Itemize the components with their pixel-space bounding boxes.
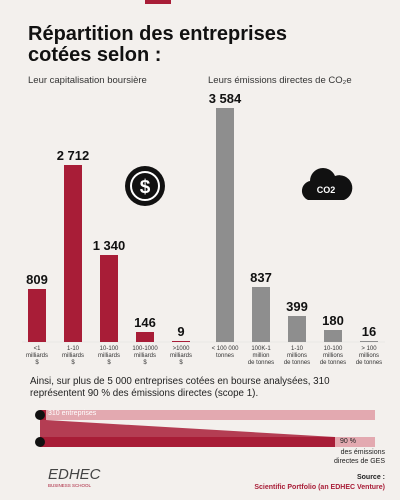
logo: EDHEC <box>48 466 101 483</box>
bar <box>28 289 46 342</box>
factory-icon <box>35 437 45 447</box>
bar <box>288 315 306 342</box>
bar <box>360 340 378 342</box>
category-label: > 100 millions de tonnes <box>355 346 383 366</box>
subtitle: Leur capitalisation boursière <box>28 75 147 86</box>
bar <box>136 332 154 342</box>
value-label: 1 340 <box>92 237 126 253</box>
co2-text: CO2 <box>317 185 336 195</box>
category-label: 100K-1 million de tonnes <box>247 346 275 366</box>
companies-label: 310 entreprises <box>48 410 97 417</box>
title: Répartition des entreprises cotées selon… <box>28 23 287 66</box>
value-label: 809 <box>26 272 48 288</box>
category-label: 1-10 milliards $ <box>61 346 84 366</box>
category-label: 10-100 millions de tonnes <box>319 346 347 366</box>
bar <box>216 108 234 342</box>
top-tab <box>145 0 171 4</box>
category-label: <1 milliards $ <box>25 346 48 366</box>
value-label: 2 712 <box>56 147 90 163</box>
emissions-share <box>40 437 335 447</box>
cloud-icon <box>301 168 353 200</box>
value-label: 3 584 <box>208 91 242 106</box>
bar <box>64 164 82 342</box>
dollar-sign: $ <box>140 177 151 198</box>
category-label: >1000 milliards $ <box>169 346 192 366</box>
source-label: Source : <box>356 474 385 481</box>
dollar-ring <box>130 171 160 201</box>
share-caption: des émissions directes de GES <box>334 449 385 465</box>
value-label: 837 <box>250 270 272 286</box>
source-text: Scientific Portfolio (an EDHEC Venture) <box>254 484 385 491</box>
funnel <box>40 420 335 437</box>
share-label: 90 % <box>340 438 356 445</box>
summary: Ainsi, sur plus de 5 000 entreprises cot… <box>30 376 330 399</box>
bar <box>172 341 190 342</box>
bar <box>324 330 342 342</box>
logo-sub: BUSINESS SCHOOL <box>48 483 92 488</box>
category-label: 1-10 millions de tonnes <box>283 346 311 366</box>
value-label: 9 <box>177 324 185 340</box>
bar <box>100 254 118 342</box>
category-label: 10-100 milliards $ <box>97 346 120 366</box>
value-label: 180 <box>322 313 344 329</box>
category-label: < 100 000 tonnes <box>211 346 239 359</box>
subtitle: Leurs émissions directes de CO₂e <box>208 75 352 86</box>
bar <box>252 287 270 342</box>
category-label: 100-1000 milliards $ <box>132 346 158 366</box>
company-icon <box>35 410 45 420</box>
value-label: 399 <box>286 298 308 314</box>
value-label: 16 <box>361 323 377 339</box>
value-label: 146 <box>134 315 156 331</box>
all-companies-bar <box>40 410 375 420</box>
